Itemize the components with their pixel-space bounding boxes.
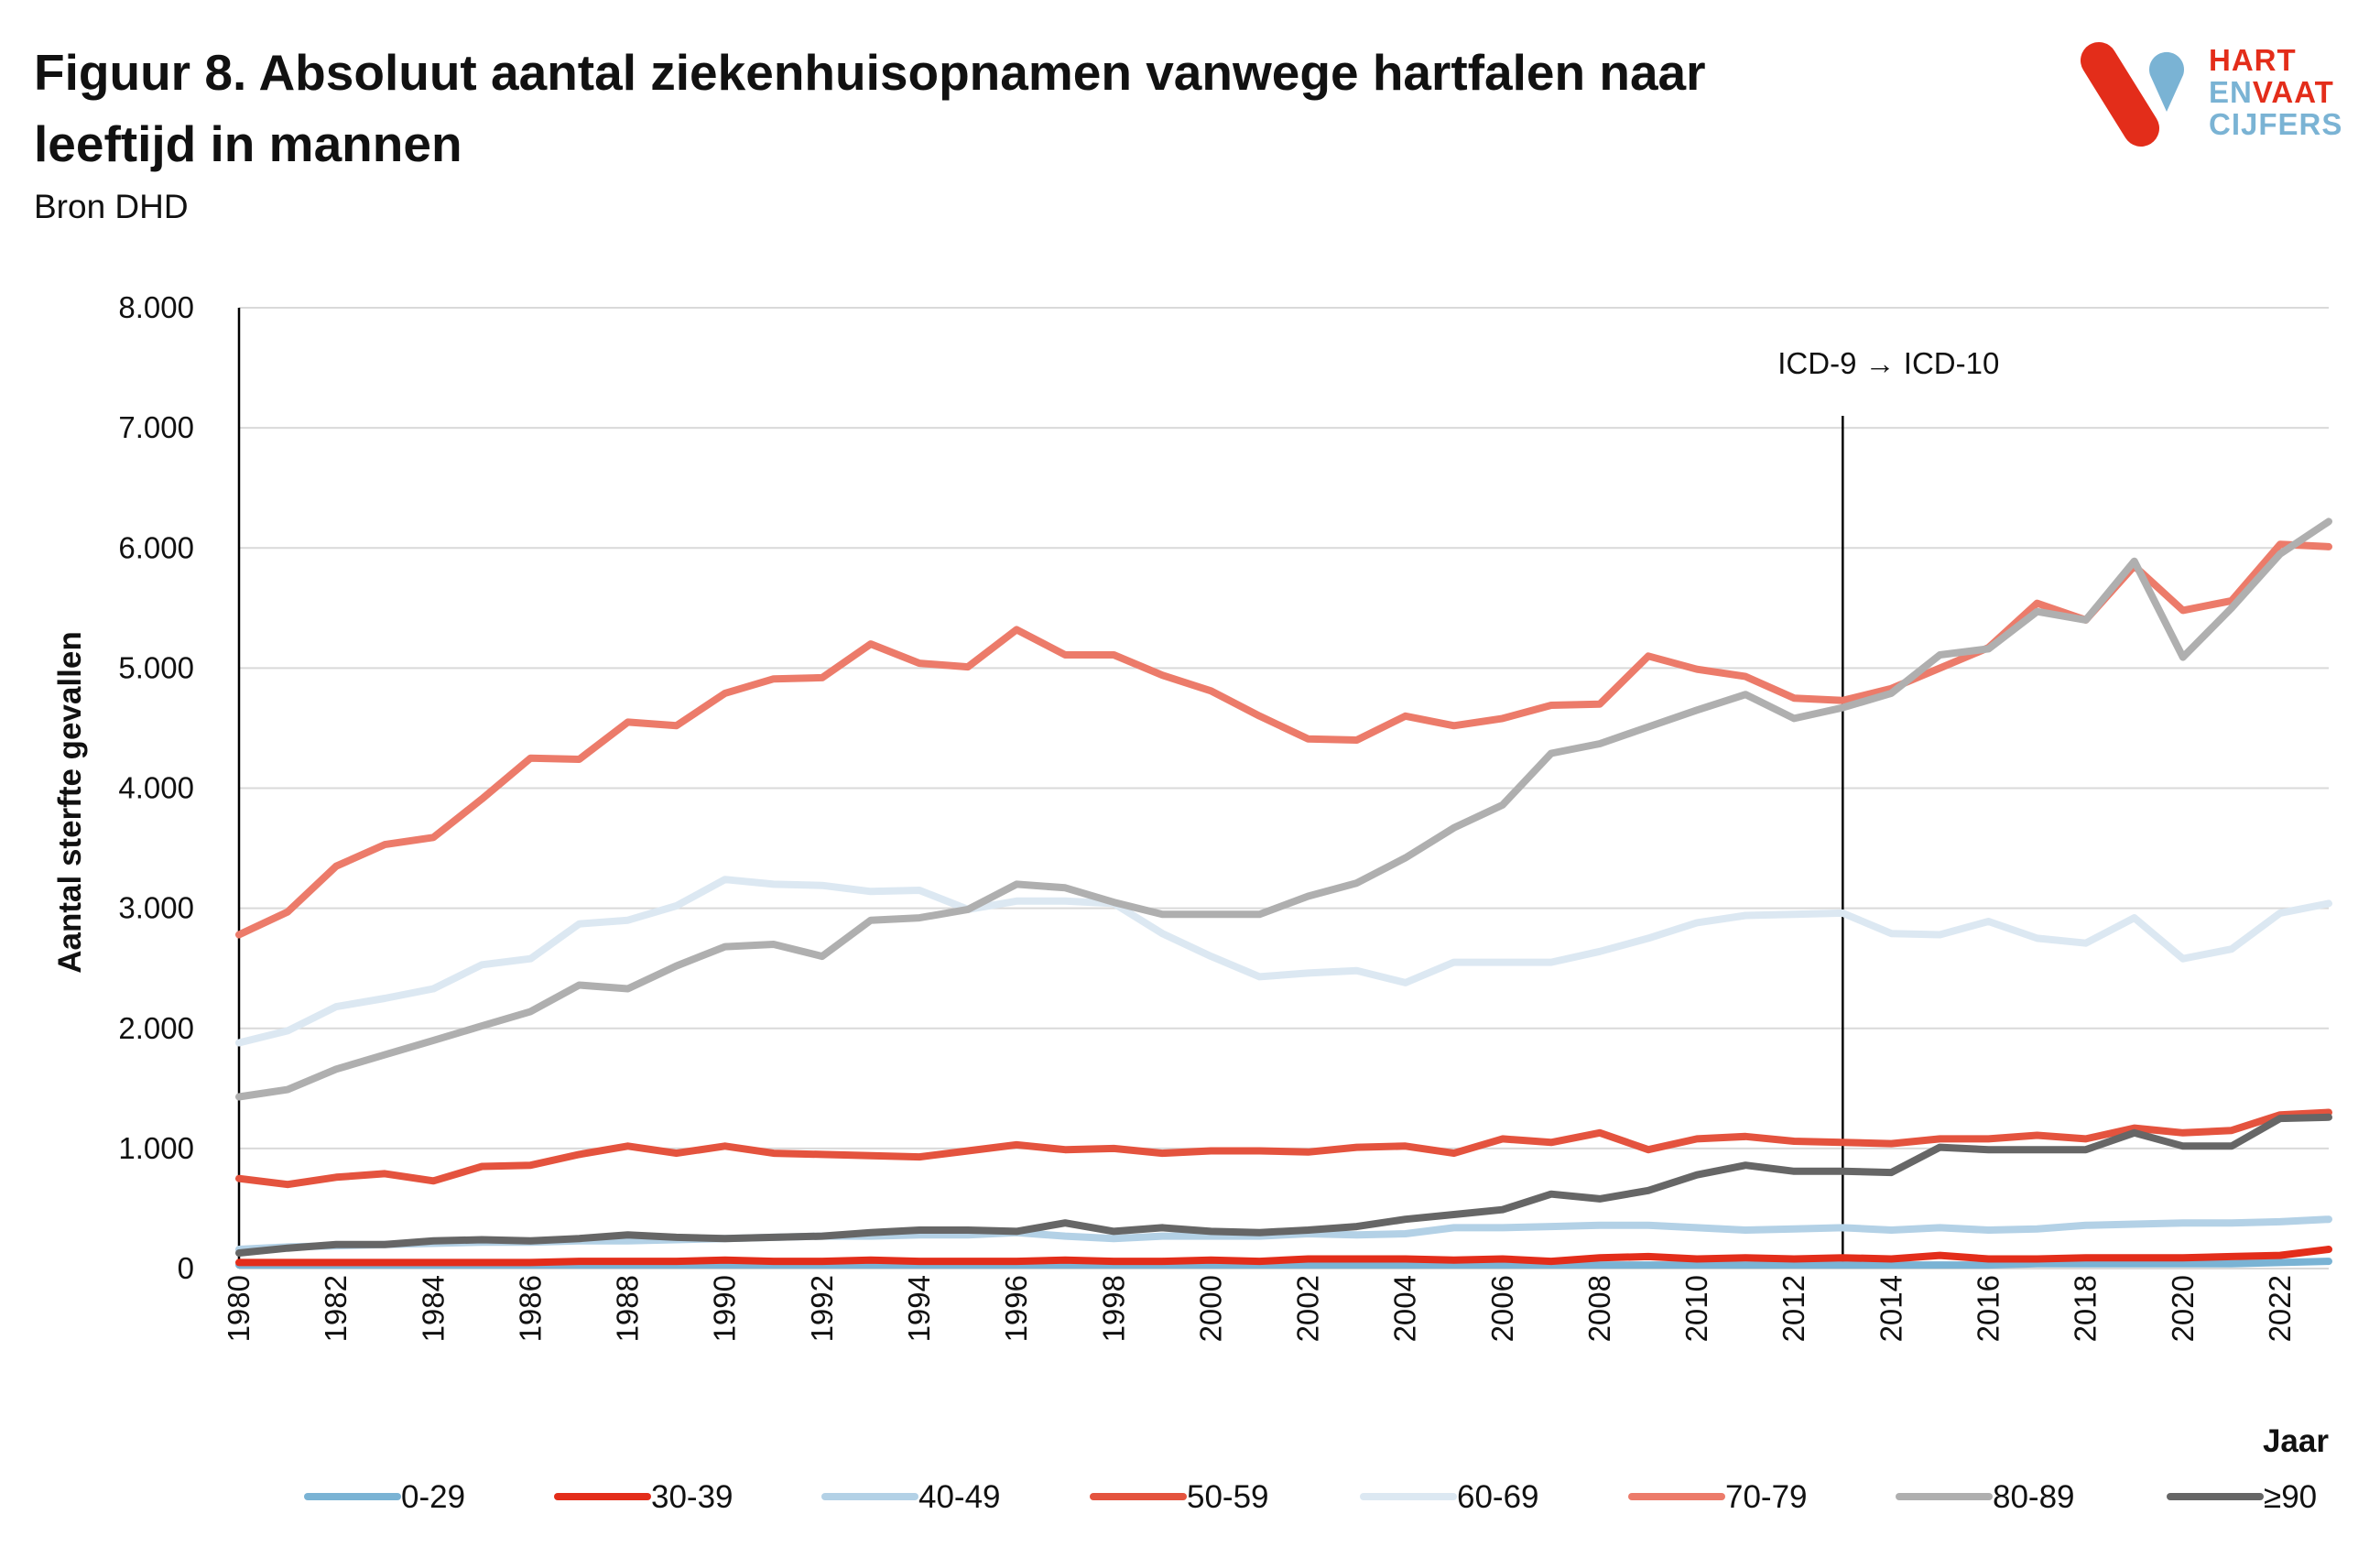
- x-tick-label: 1992: [805, 1275, 839, 1342]
- y-tick-label: 1.000: [118, 1131, 194, 1165]
- legend-item-ge90: ≥90: [2167, 1479, 2317, 1515]
- hartenvaatcijfers-logo: HART ENVAAT CIJFERS: [2079, 37, 2353, 156]
- legend-label: ≥90: [2264, 1479, 2317, 1515]
- x-axis-title: Jaar: [2263, 1423, 2329, 1459]
- source-note: Bron DHD: [34, 188, 189, 225]
- series-line-80-89: [235, 517, 2332, 1101]
- legend-item-50-59: 50-59: [1090, 1479, 1269, 1515]
- logo-word-en: EN: [2209, 75, 2253, 109]
- series-line-ge90: [235, 1113, 2332, 1257]
- legend-label: 80-89: [1993, 1479, 2075, 1515]
- x-tick-label: 2014: [1874, 1275, 1907, 1342]
- y-tick-label: 0: [178, 1251, 194, 1285]
- legend-label: 40-49: [918, 1479, 1001, 1515]
- x-tick-label: 2010: [1679, 1275, 1713, 1342]
- x-tick-label: 1986: [513, 1275, 547, 1342]
- y-axis-title: Aantal sterfte gevallen: [52, 631, 88, 973]
- title-line-2: leeftijd in mannen: [34, 115, 462, 172]
- legend-item-70-79: 70-79: [1628, 1479, 1808, 1515]
- chart-title: Figuur 8. Absoluut aantal ziekenhuisopna…: [34, 37, 1706, 180]
- logo-red-stroke: [2081, 42, 2159, 147]
- x-tick-label: 1990: [708, 1275, 742, 1342]
- x-tick-label: 1984: [416, 1275, 450, 1342]
- legend: 0-29 30-39 40-49 50-59 60-69 70-79 80-89 ≥90: [304, 1479, 2317, 1515]
- x-tick-label: 2022: [2263, 1275, 2297, 1342]
- x-tick-label: 2004: [1388, 1275, 1422, 1342]
- legend-label: 70-79: [1725, 1479, 1808, 1515]
- x-tick-label: 2020: [2166, 1275, 2200, 1342]
- x-tick-label: 1988: [611, 1275, 645, 1342]
- y-tick-label: 5.000: [118, 650, 194, 684]
- series-line-60-69: [235, 876, 2332, 1047]
- legend-label: 0-29: [401, 1479, 465, 1515]
- y-tick-label: 8.000: [118, 290, 194, 324]
- y-tick-label: 6.000: [118, 530, 194, 564]
- title-line-1: Figuur 8. Absoluut aantal ziekenhuisopna…: [34, 44, 1706, 101]
- y-tick-label: 2.000: [118, 1011, 194, 1045]
- x-tick-label: 2006: [1485, 1275, 1519, 1342]
- legend-item-0-29: 0-29: [304, 1479, 465, 1515]
- x-tick-label: 1996: [999, 1275, 1033, 1342]
- x-tick-label: 1994: [902, 1275, 936, 1342]
- legend-item-30-39: 30-39: [554, 1479, 734, 1515]
- x-tick-label: 2016: [1972, 1275, 2005, 1342]
- series-line-50-59: [235, 1108, 2332, 1189]
- y-tick-label: 3.000: [118, 891, 194, 925]
- series-line-30-39: [235, 1246, 2332, 1267]
- x-axis-ticks: 1980 1982 1984 1986 1988 1990 1992 1994 1996 1998…: [222, 1275, 2297, 1342]
- y-axis-ticks: 0 1.000 2.000 3.000 4.000 5.000 6.000 7.000 8.00…: [118, 290, 194, 1285]
- series-lines: [235, 517, 2332, 1269]
- logo-wordmark: HART ENVAAT CIJFERS: [2209, 44, 2342, 140]
- logo-blue-drop: [2149, 51, 2184, 112]
- x-tick-label: 1980: [222, 1275, 255, 1342]
- x-tick-label: 2012: [1777, 1275, 1810, 1342]
- x-tick-label: 1998: [1096, 1275, 1130, 1342]
- series-line-70-79: [235, 540, 2332, 939]
- logo-word-vaat: VAAT: [2252, 75, 2334, 109]
- x-tick-label: 2018: [2069, 1275, 2103, 1342]
- x-tick-label: 2000: [1193, 1275, 1227, 1342]
- logo-word-cijfers: CIJFERS: [2209, 107, 2343, 141]
- icd-change-label: ICD-9 → ICD-10: [1777, 346, 1999, 380]
- legend-item-60-69: 60-69: [1360, 1479, 1539, 1515]
- legend-label: 60-69: [1457, 1479, 1539, 1515]
- logo-mark-icon: [2081, 42, 2184, 147]
- legend-label: 30-39: [651, 1479, 734, 1515]
- gridlines: [239, 307, 2329, 1269]
- y-tick-label: 4.000: [118, 771, 194, 805]
- legend-item-40-49: 40-49: [821, 1479, 1001, 1515]
- x-tick-label: 1982: [319, 1275, 353, 1342]
- legend-item-80-89: 80-89: [1896, 1479, 2075, 1515]
- logo-word-hart: HART: [2209, 43, 2297, 77]
- y-tick-label: 7.000: [118, 410, 194, 444]
- legend-label: 50-59: [1187, 1479, 1269, 1515]
- x-tick-label: 2002: [1291, 1275, 1325, 1342]
- x-tick-label: 2008: [1582, 1275, 1616, 1342]
